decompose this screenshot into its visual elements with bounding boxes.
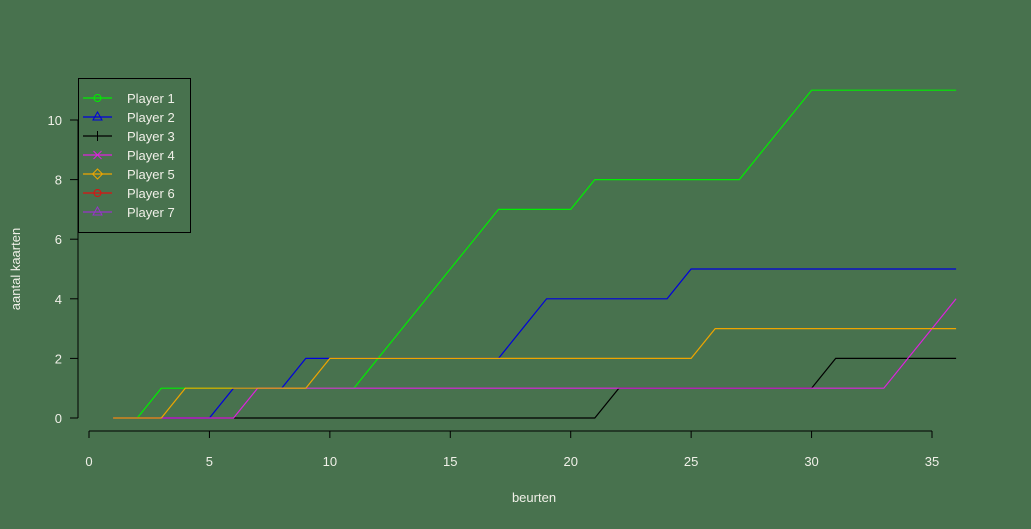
legend-item-player-3: Player 3 <box>83 129 175 144</box>
series-line-player-5 <box>113 328 957 419</box>
y-tick-label: 8 <box>55 173 62 188</box>
legend-item-player-2: Player 2 <box>83 110 175 125</box>
y-tick-label: 4 <box>55 292 62 307</box>
x-tick-label: 15 <box>443 454 457 469</box>
circle-marker-icon <box>93 189 102 197</box>
legend-item-player-1: Player 1 <box>83 91 175 106</box>
y-tick-label: 0 <box>55 411 62 426</box>
series-line-player-1 <box>113 89 957 419</box>
series-lines <box>113 89 957 419</box>
series-line-player-3 <box>113 357 957 419</box>
legend-item-player-4: Player 4 <box>83 148 175 163</box>
legend-label: Player 7 <box>127 205 175 220</box>
x-axis-title: beurten <box>512 490 556 505</box>
legend: Player 1 Player 2 Player 3 Player 4 Player 5… <box>78 78 191 233</box>
x-tick-label: 10 <box>323 454 337 469</box>
series-line-player-4 <box>113 298 957 419</box>
x-tick-label: 20 <box>563 454 577 469</box>
x-tick-label: 30 <box>804 454 818 469</box>
legend-item-player-7: Player 7 <box>83 205 175 220</box>
legend-label: Player 6 <box>127 186 175 201</box>
triangle-marker-icon <box>92 205 103 216</box>
series-line-player-2 <box>113 268 957 419</box>
y-tick-label: 2 <box>55 351 62 366</box>
legend-label: Player 5 <box>127 167 175 182</box>
y-tick-label: 6 <box>55 232 62 247</box>
axes: 0 5 10 15 20 25 30 35 0 2 4 6 8 10 <box>48 113 940 469</box>
x-tick-label: 25 <box>684 454 698 469</box>
legend-label: Player 4 <box>127 148 175 163</box>
legend-label: Player 2 <box>127 110 175 125</box>
legend-label: Player 1 <box>127 91 175 106</box>
diamond-marker-icon <box>91 168 104 180</box>
legend-label: Player 3 <box>127 129 175 144</box>
legend-item-player-5: Player 5 <box>83 167 175 182</box>
x-tick-label: 35 <box>925 454 939 469</box>
x-tick-label: 0 <box>85 454 92 469</box>
circle-marker-icon <box>93 94 102 102</box>
x-tick-label: 5 <box>206 454 213 469</box>
legend-item-player-6: Player 6 <box>83 186 175 201</box>
y-tick-label: 10 <box>48 113 62 128</box>
plus-marker-icon <box>92 131 103 141</box>
cross-marker-icon <box>93 150 102 160</box>
triangle-marker-icon <box>92 110 103 121</box>
y-axis-title: aantal kaarten <box>8 228 23 310</box>
